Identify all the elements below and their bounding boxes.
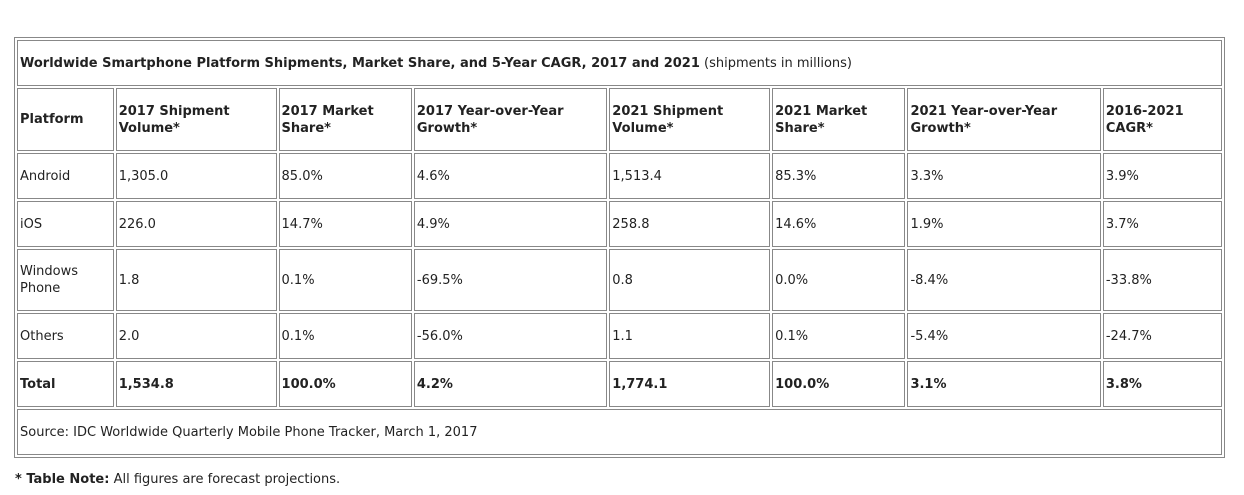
cell-cagr: -33.8% bbox=[1102, 249, 1222, 311]
header-2017-shipment-volume: 2017 Shipment Volume* bbox=[115, 88, 277, 151]
total-2017-growth: 4.2% bbox=[413, 361, 608, 407]
cell-2017-growth: 4.9% bbox=[413, 201, 608, 247]
cell-2017-volume: 1,305.0 bbox=[115, 153, 277, 199]
cell-2021-growth: 1.9% bbox=[907, 201, 1101, 247]
cell-2017-growth: 4.6% bbox=[413, 153, 608, 199]
table-title: Worldwide Smartphone Platform Shipments,… bbox=[17, 40, 1222, 86]
cell-2017-share: 0.1% bbox=[278, 249, 412, 311]
header-2021-yoy-growth: 2021 Year-over-Year Growth* bbox=[907, 88, 1101, 151]
table-note: * Table Note: All figures are forecast p… bbox=[15, 472, 340, 487]
cell-cagr: 3.9% bbox=[1102, 153, 1222, 199]
cell-cagr: -24.7% bbox=[1102, 313, 1222, 359]
cell-2021-share: 0.0% bbox=[772, 249, 906, 311]
total-2021-volume: 1,774.1 bbox=[609, 361, 771, 407]
total-cagr: 3.8% bbox=[1102, 361, 1222, 407]
cell-2017-growth: -69.5% bbox=[413, 249, 608, 311]
cell-2021-growth: -5.4% bbox=[907, 313, 1101, 359]
source-row: Source: IDC Worldwide Quarterly Mobile P… bbox=[17, 409, 1222, 455]
cell-platform: Android bbox=[17, 153, 114, 199]
cell-2021-volume: 258.8 bbox=[609, 201, 771, 247]
header-2021-market-share: 2021 Market Share* bbox=[772, 88, 906, 151]
cell-cagr: 3.7% bbox=[1102, 201, 1222, 247]
table-row: iOS 226.0 14.7% 4.9% 258.8 14.6% 1.9% 3.… bbox=[17, 201, 1222, 247]
shipments-table: Worldwide Smartphone Platform Shipments,… bbox=[14, 37, 1225, 458]
header-2021-shipment-volume: 2021 Shipment Volume* bbox=[609, 88, 771, 151]
cell-2021-volume: 0.8 bbox=[609, 249, 771, 311]
cell-2017-share: 85.0% bbox=[278, 153, 412, 199]
table-title-units: (shipments in millions) bbox=[699, 55, 852, 71]
cell-2017-share: 0.1% bbox=[278, 313, 412, 359]
total-2017-volume: 1,534.8 bbox=[115, 361, 277, 407]
cell-2017-volume: 1.8 bbox=[115, 249, 277, 311]
cell-platform: iOS bbox=[17, 201, 114, 247]
table-row: Windows Phone 1.8 0.1% -69.5% 0.8 0.0% -… bbox=[17, 249, 1222, 311]
cell-2017-share: 14.7% bbox=[278, 201, 412, 247]
table-note-label: * Table Note: bbox=[15, 472, 110, 487]
header-platform: Platform bbox=[17, 88, 114, 151]
cell-2021-growth: 3.3% bbox=[907, 153, 1101, 199]
cell-2017-volume: 2.0 bbox=[115, 313, 277, 359]
table-row: Android 1,305.0 85.0% 4.6% 1,513.4 85.3%… bbox=[17, 153, 1222, 199]
header-2017-yoy-growth: 2017 Year-over-Year Growth* bbox=[413, 88, 608, 151]
table-title-bold: Worldwide Smartphone Platform Shipments,… bbox=[20, 55, 700, 71]
cell-2021-share: 85.3% bbox=[772, 153, 906, 199]
source-text: Source: IDC Worldwide Quarterly Mobile P… bbox=[17, 409, 1222, 455]
cell-2017-growth: -56.0% bbox=[413, 313, 608, 359]
cell-2021-volume: 1,513.4 bbox=[609, 153, 771, 199]
total-2021-growth: 3.1% bbox=[907, 361, 1101, 407]
shipments-table-wrapper: Worldwide Smartphone Platform Shipments,… bbox=[14, 37, 1225, 458]
cell-2021-volume: 1.1 bbox=[609, 313, 771, 359]
title-row: Worldwide Smartphone Platform Shipments,… bbox=[17, 40, 1222, 86]
total-2021-share: 100.0% bbox=[772, 361, 906, 407]
cell-2021-share: 0.1% bbox=[772, 313, 906, 359]
cell-platform: Windows Phone bbox=[17, 249, 114, 311]
table-row: Others 2.0 0.1% -56.0% 1.1 0.1% -5.4% -2… bbox=[17, 313, 1222, 359]
total-2017-share: 100.0% bbox=[278, 361, 412, 407]
header-2017-market-share: 2017 Market Share* bbox=[278, 88, 412, 151]
total-label: Total bbox=[17, 361, 114, 407]
cell-2017-volume: 226.0 bbox=[115, 201, 277, 247]
header-cagr: 2016-2021 CAGR* bbox=[1102, 88, 1222, 151]
table-note-text: All figures are forecast projections. bbox=[109, 472, 341, 487]
cell-platform: Others bbox=[17, 313, 114, 359]
total-row: Total 1,534.8 100.0% 4.2% 1,774.1 100.0%… bbox=[17, 361, 1222, 407]
cell-2021-growth: -8.4% bbox=[907, 249, 1101, 311]
cell-2021-share: 14.6% bbox=[772, 201, 906, 247]
header-row: Platform 2017 Shipment Volume* 2017 Mark… bbox=[17, 88, 1222, 151]
